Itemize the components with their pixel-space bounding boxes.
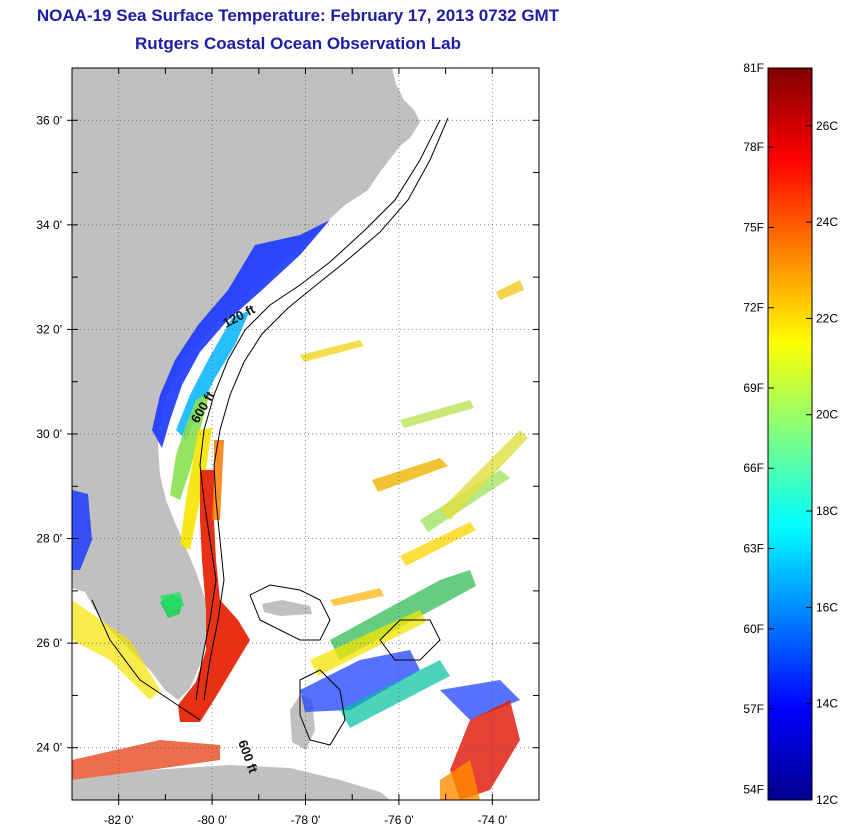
lat-tick-label: 28 0' bbox=[36, 532, 62, 546]
land-cuba bbox=[72, 765, 390, 800]
colorbar-f-label: 75F bbox=[743, 220, 764, 234]
lon-tick-label: -74 0' bbox=[477, 813, 507, 827]
lon-tick-label: -78 0' bbox=[291, 813, 321, 827]
lat-tick-label: 36 0' bbox=[36, 113, 62, 127]
colorbar-c-label: 20C bbox=[816, 408, 838, 422]
map-title: NOAA-19 Sea Surface Temperature: Februar… bbox=[36, 6, 560, 25]
colorbar-f-label: 57F bbox=[743, 702, 764, 716]
colorbar-f-label: 72F bbox=[743, 301, 764, 315]
lon-tick-label: -76 0' bbox=[384, 813, 414, 827]
colorbar-f-label: 78F bbox=[743, 140, 764, 154]
colorbar-c-label: 24C bbox=[816, 215, 838, 229]
lat-tick-label: 30 0' bbox=[36, 427, 62, 441]
colorbar-c-label: 26C bbox=[816, 119, 838, 133]
lat-tick-label: 32 0' bbox=[36, 322, 62, 336]
lon-tick-label: -80 0' bbox=[197, 813, 227, 827]
lat-tick-label: 24 0' bbox=[36, 741, 62, 755]
colorbar-c-label: 22C bbox=[816, 311, 838, 325]
colorbar-f-label: 66F bbox=[743, 461, 764, 475]
map-axes: -82 0' -80 0' -78 0' -76 0' -74 0' 36 0' 34 0'… bbox=[36, 67, 540, 827]
colorbar-c-label: 12C bbox=[816, 793, 838, 807]
colorbar-c-label: 16C bbox=[816, 600, 838, 614]
colorbar-f-label: 81F bbox=[743, 61, 764, 75]
land-us-mainland bbox=[72, 68, 420, 700]
colorbar-c-label: 18C bbox=[816, 504, 838, 518]
land-grand-bahama bbox=[262, 600, 312, 616]
lat-tick-label: 34 0' bbox=[36, 218, 62, 232]
colorbar bbox=[767, 67, 813, 801]
colorbar-ticks: 81F 78F 75F 72F 69F 66F 63F 60F 57F 54F 26C 24C 22C 2… bbox=[743, 61, 838, 807]
lon-tick-label: -82 0' bbox=[104, 813, 134, 827]
colorbar-f-label: 60F bbox=[743, 622, 764, 636]
lat-tick-label: 26 0' bbox=[36, 636, 62, 650]
colorbar-f-label: 69F bbox=[743, 381, 764, 395]
colorbar-f-label: 54F bbox=[743, 782, 764, 796]
bathymetry-contours bbox=[91, 117, 449, 746]
map-subtitle: Rutgers Coastal Ocean Observation Lab bbox=[135, 34, 461, 53]
colorbar-c-label: 14C bbox=[816, 697, 838, 711]
colorbar-f-label: 63F bbox=[743, 542, 764, 556]
